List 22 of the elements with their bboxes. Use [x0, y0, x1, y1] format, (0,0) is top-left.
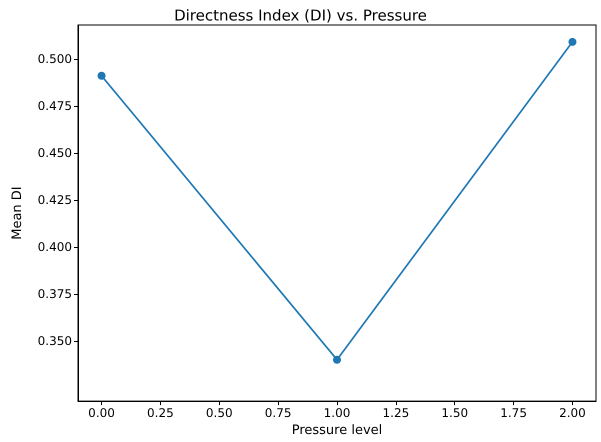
y-tick-label: 0.425 — [38, 192, 72, 207]
x-tick-label: 1.25 — [382, 406, 410, 420]
x-tick-label: 1.00 — [324, 406, 350, 420]
x-tick-label: 0.25 — [147, 406, 174, 420]
point — [568, 38, 576, 46]
x-tick-label: 2.00 — [559, 406, 586, 420]
y-tick-label: 0.450 — [38, 146, 72, 160]
x-axis-title: Pressure level — [292, 423, 382, 438]
x-tick-label: 0.50 — [206, 406, 233, 420]
y-tick-label: 0.500 — [38, 52, 72, 66]
chart-title: Directness Index (DI) vs. Pressure — [174, 6, 427, 24]
y-tick-label: 0.400 — [38, 240, 72, 254]
x-tick-label: 1.50 — [441, 406, 468, 420]
y-tick-label: 0.475 — [38, 98, 72, 113]
x-tick-label: 0.00 — [88, 406, 115, 420]
point — [98, 72, 106, 80]
y-tick-label: 0.350 — [38, 334, 72, 348]
y-tick-label: 0.375 — [38, 286, 72, 301]
y-axis-title: Mean DI — [10, 186, 25, 240]
point — [333, 356, 341, 364]
x-tick-label: 1.75 — [500, 406, 527, 420]
x-tick-label: 0.75 — [264, 406, 292, 420]
